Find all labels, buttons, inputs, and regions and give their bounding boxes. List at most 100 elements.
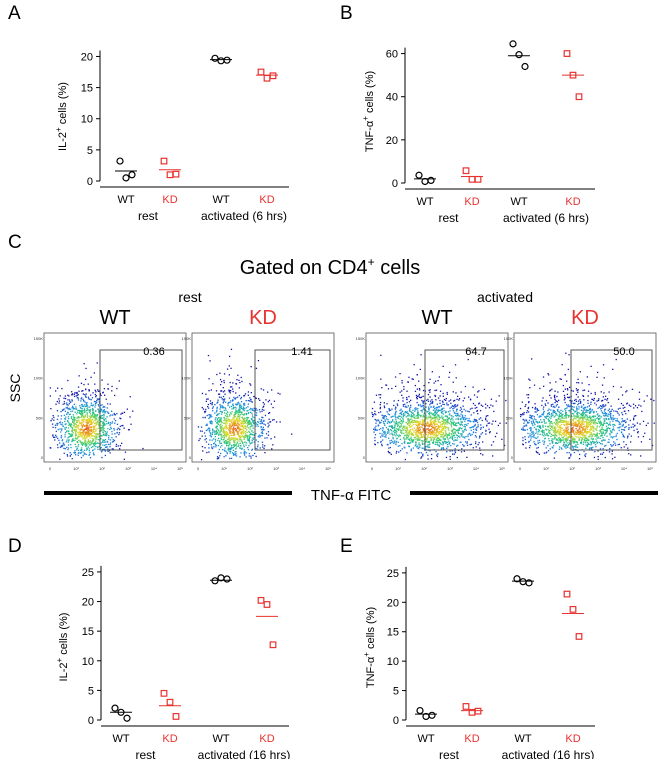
flow-event xyxy=(390,428,392,431)
flow-event xyxy=(252,425,254,427)
flow-event xyxy=(404,434,406,437)
flow-event xyxy=(216,425,218,427)
flow-event xyxy=(412,414,415,416)
flow-event xyxy=(613,429,615,431)
flow-event xyxy=(392,434,394,436)
flow-event xyxy=(230,419,232,421)
flow-event xyxy=(74,451,77,454)
flow-event xyxy=(410,406,412,408)
flow-x-tick: 10³ xyxy=(125,466,131,471)
flow-event xyxy=(224,393,226,395)
flow-event xyxy=(440,436,442,438)
flow-event xyxy=(534,411,536,413)
flow-x-tick: 10² xyxy=(421,466,427,471)
flow-event xyxy=(91,442,93,444)
flow-event xyxy=(404,411,406,413)
flow-event xyxy=(403,432,405,434)
flow-event xyxy=(404,414,406,416)
flow-event xyxy=(230,419,232,422)
flow-event xyxy=(214,443,216,446)
flow-event xyxy=(72,429,74,431)
flow-event xyxy=(545,404,547,407)
flow-event xyxy=(83,429,85,431)
flow-event xyxy=(560,412,562,414)
flow-event xyxy=(440,439,442,441)
flow-event xyxy=(420,423,423,425)
flow-event xyxy=(464,437,466,439)
flow-event xyxy=(566,442,568,444)
flow-event xyxy=(554,426,556,428)
flow-event xyxy=(260,435,262,437)
flow-event xyxy=(111,410,113,412)
flow-event xyxy=(567,423,569,425)
data-point-wt xyxy=(128,171,136,179)
flow-event xyxy=(562,416,564,418)
flow-title: Gated on CD4+ cells xyxy=(240,255,420,279)
flow-event xyxy=(577,389,579,391)
flow-event xyxy=(469,399,472,401)
flow-event xyxy=(573,434,575,436)
flow-event xyxy=(97,399,99,401)
flow-event xyxy=(231,425,234,427)
flow-event xyxy=(601,426,603,428)
flow-event xyxy=(442,395,444,397)
data-point-wt xyxy=(415,171,423,179)
flow-event xyxy=(205,424,207,426)
flow-event xyxy=(88,433,90,435)
flow-event xyxy=(232,406,235,409)
flow-event xyxy=(119,425,121,427)
flow-event xyxy=(107,421,110,423)
flow-event xyxy=(407,417,409,420)
y-axis-label-sup: + xyxy=(55,657,64,662)
flow-x-tick: 10¹ xyxy=(221,466,227,471)
flow-event xyxy=(231,446,233,449)
flow-event xyxy=(600,435,602,437)
flow-event xyxy=(97,442,99,444)
flow-event xyxy=(64,448,66,450)
flow-event xyxy=(537,452,539,454)
flow-event xyxy=(577,416,579,418)
flow-event xyxy=(68,403,70,405)
flow-event xyxy=(417,436,419,438)
flow-event xyxy=(524,436,526,438)
flow-event xyxy=(211,423,213,425)
flow-event xyxy=(238,379,240,381)
flow-event xyxy=(398,436,400,438)
flow-event xyxy=(489,432,491,434)
flow-event xyxy=(391,441,393,444)
flow-event xyxy=(59,458,61,460)
flow-event xyxy=(202,416,204,419)
flow-event xyxy=(229,443,231,446)
flow-event xyxy=(441,415,443,417)
flow-event xyxy=(209,414,211,416)
flow-event xyxy=(237,425,239,427)
flow-event xyxy=(525,419,527,421)
flow-event xyxy=(69,435,71,438)
flow-event xyxy=(87,427,90,429)
flow-x-tick: 10¹ xyxy=(73,466,79,471)
flow-event xyxy=(441,412,443,414)
flow-event xyxy=(430,431,433,433)
flow-event xyxy=(610,416,612,418)
flow-event xyxy=(422,447,424,449)
flow-event xyxy=(427,428,429,430)
flow-event xyxy=(590,438,592,440)
flow-event xyxy=(534,437,536,439)
flow-event xyxy=(583,434,585,437)
flow-event xyxy=(497,424,499,427)
flow-event xyxy=(235,383,238,385)
flow-event xyxy=(232,429,234,431)
flow-event xyxy=(255,439,257,441)
flow-event xyxy=(222,395,225,398)
flow-event xyxy=(225,431,227,433)
flow-event xyxy=(103,418,105,421)
flow-event xyxy=(80,398,82,400)
flow-event xyxy=(416,401,418,404)
flow-event xyxy=(76,417,78,419)
flow-event xyxy=(87,427,89,429)
flow-event xyxy=(541,413,543,415)
flow-event xyxy=(401,432,403,435)
flow-event xyxy=(258,418,260,420)
flow-event xyxy=(456,414,459,416)
flow-event xyxy=(397,404,399,407)
